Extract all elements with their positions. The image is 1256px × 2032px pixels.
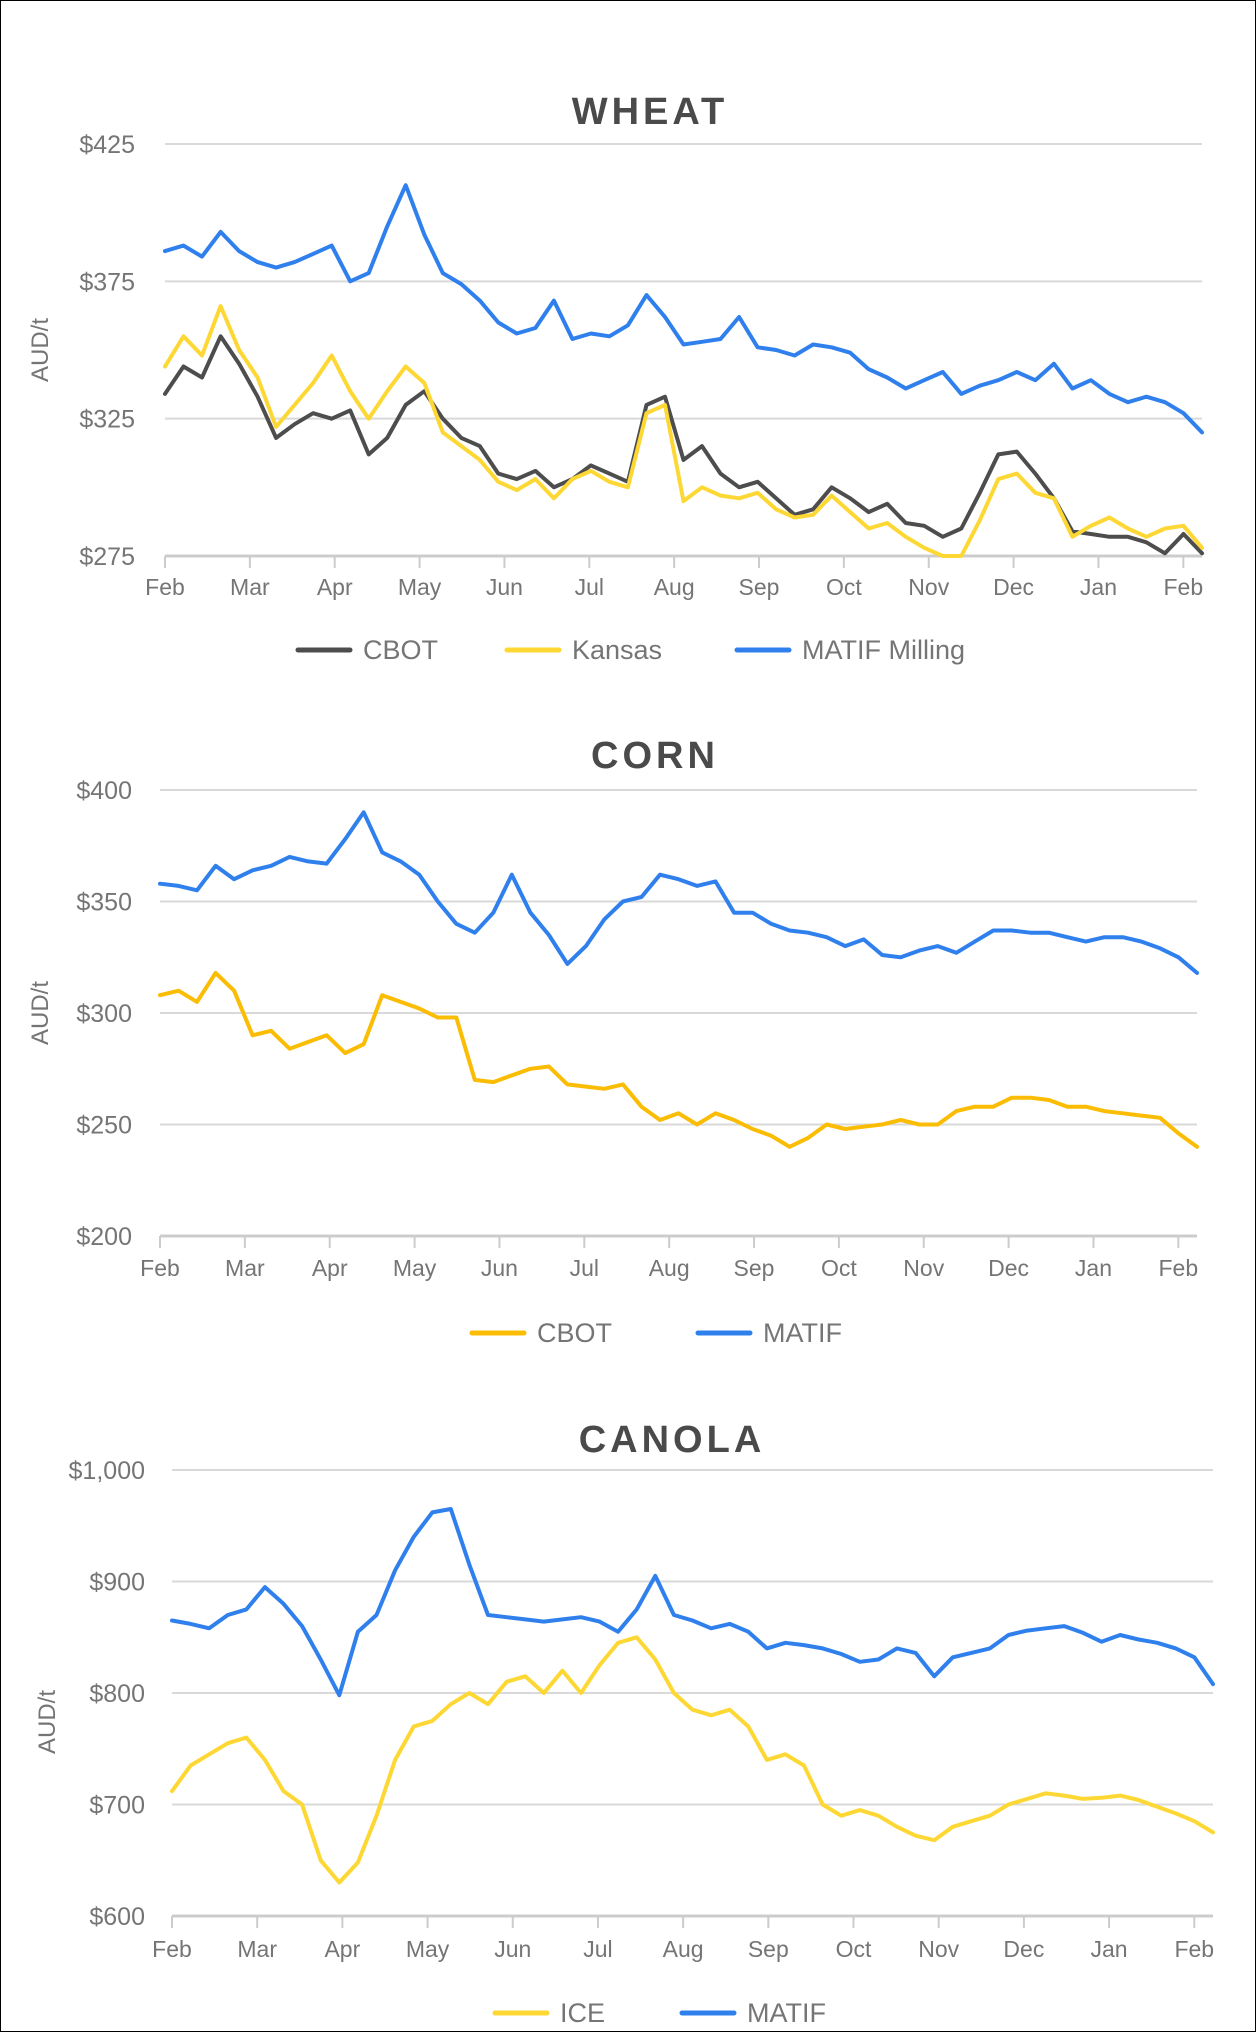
- y-tick-label: $275: [79, 543, 135, 571]
- y-tick-label: $250: [76, 1112, 132, 1140]
- legend-label-matif-milling: MATIF Milling: [802, 635, 965, 665]
- x-tick-label: Mar: [237, 1936, 277, 1962]
- series-line-cbot: [158, 970, 1199, 1149]
- x-axis-ticks: Feb Mar Apr May Jun Jul Aug Sep Oct Nov Dec Jan Feb: [140, 1236, 1198, 1281]
- x-tick-label: Sep: [739, 574, 780, 600]
- legend-label-matif: MATIF: [747, 1998, 826, 2028]
- series-line-matif-milling: [163, 183, 1204, 435]
- x-tick-label: Nov: [918, 1936, 959, 1962]
- x-tick-label: Sep: [748, 1936, 789, 1962]
- corn-chart: CORN AUD/t $200 $250 $300 $350 $400 Feb Mar Ap…: [27, 735, 1199, 1348]
- y-tick-label: $1,000: [69, 1457, 145, 1485]
- legend-label-cbot: CBOT: [363, 635, 438, 665]
- x-tick-label: Jan: [1091, 1936, 1128, 1962]
- legend: CBOT MATIF: [469, 1318, 842, 1348]
- x-tick-label: Jun: [494, 1936, 531, 1962]
- legend-label-ice: ICE: [560, 1998, 605, 2028]
- x-tick-label: Nov: [903, 1255, 944, 1281]
- x-tick-label: Dec: [993, 574, 1034, 600]
- chart-title: CANOLA: [579, 1419, 766, 1461]
- legend: ICE MATIF: [492, 1998, 826, 2028]
- y-tick-label: $800: [89, 1680, 145, 1708]
- x-tick-label: Nov: [908, 574, 949, 600]
- series-line-cbot: [163, 334, 1204, 556]
- x-tick-label: Feb: [152, 1936, 192, 1962]
- x-tick-label: Aug: [663, 1936, 704, 1962]
- x-tick-label: Feb: [140, 1255, 180, 1281]
- y-axis-label: AUD/t: [34, 1690, 61, 1754]
- x-tick-label: May: [393, 1255, 437, 1281]
- series-lines: [163, 183, 1204, 558]
- x-tick-label: Jun: [486, 574, 523, 600]
- y-axis-ticks: $200 $250 $300 $350 $400: [76, 777, 132, 1251]
- series-lines: [158, 810, 1199, 1149]
- legend: CBOT Kansas MATIF Milling: [295, 635, 965, 665]
- x-tick-label: Feb: [1164, 574, 1204, 600]
- gridlines: [160, 789, 1197, 1238]
- x-tick-label: Dec: [1003, 1936, 1044, 1962]
- y-axis-label: AUD/t: [27, 981, 54, 1045]
- y-tick-label: $425: [79, 131, 135, 159]
- y-tick-label: $350: [76, 889, 132, 917]
- series-line-kansas: [163, 304, 1204, 558]
- x-tick-label: Feb: [1159, 1255, 1199, 1281]
- y-tick-label: $375: [79, 268, 135, 296]
- series-line-matif: [158, 810, 1199, 975]
- y-tick-label: $700: [89, 1792, 145, 1820]
- y-tick-label: $600: [89, 1903, 145, 1931]
- x-tick-label: Oct: [836, 1936, 872, 1962]
- x-tick-label: May: [406, 1936, 450, 1962]
- x-tick-label: Mar: [225, 1255, 265, 1281]
- chart-title: CORN: [591, 735, 719, 777]
- series-lines: [170, 1507, 1215, 1885]
- x-tick-label: Dec: [988, 1255, 1029, 1281]
- x-tick-label: Jul: [570, 1255, 599, 1281]
- x-tick-label: Sep: [734, 1255, 775, 1281]
- x-tick-label: Mar: [230, 574, 270, 600]
- legend-label-cbot: CBOT: [537, 1318, 612, 1348]
- legend-item-kansas[interactable]: Kansas: [504, 635, 662, 665]
- x-tick-label: Jan: [1080, 574, 1117, 600]
- y-tick-label: $400: [76, 777, 132, 805]
- y-tick-label: $200: [76, 1223, 132, 1251]
- x-tick-label: Apr: [317, 574, 353, 600]
- x-tick-label: Aug: [649, 1255, 690, 1281]
- y-tick-label: $325: [79, 406, 135, 434]
- y-axis-ticks: $275 $325 $375 $425: [79, 131, 135, 571]
- legend-label-matif: MATIF: [763, 1318, 842, 1348]
- legend-item-matif-milling[interactable]: MATIF Milling: [734, 635, 965, 665]
- series-line-ice: [170, 1635, 1215, 1885]
- y-axis-label: AUD/t: [27, 318, 54, 382]
- y-tick-label: $300: [76, 1000, 132, 1028]
- legend-item-cbot[interactable]: CBOT: [295, 635, 438, 665]
- x-tick-label: Jun: [481, 1255, 518, 1281]
- x-axis-ticks: Feb Mar Apr May Jun Jul Aug Sep Oct Nov Dec Jan Feb: [152, 1916, 1214, 1962]
- x-tick-label: Jul: [583, 1936, 612, 1962]
- wheat-chart: WHEAT AUD/t $275 $325 $375 $425 Feb Mar Apr Ma…: [27, 91, 1204, 665]
- x-tick-label: Jul: [575, 574, 604, 600]
- x-tick-label: Jan: [1075, 1255, 1112, 1281]
- x-axis-ticks: Feb Mar Apr May Jun Jul Aug Sep Oct Nov Dec Jan Feb: [145, 556, 1203, 600]
- chart-title: WHEAT: [572, 91, 729, 133]
- legend-label-kansas: Kansas: [572, 635, 662, 665]
- x-tick-label: Apr: [324, 1936, 360, 1962]
- gridlines: [165, 143, 1202, 558]
- x-tick-label: Aug: [654, 574, 695, 600]
- x-tick-label: Apr: [312, 1255, 348, 1281]
- gridlines: [172, 1469, 1213, 1918]
- x-tick-label: Feb: [1174, 1936, 1214, 1962]
- x-tick-label: Oct: [826, 574, 862, 600]
- y-axis-ticks: $600 $700 $800 $900 $1,000: [69, 1457, 145, 1931]
- y-tick-label: $900: [89, 1569, 145, 1597]
- x-tick-label: Feb: [145, 574, 185, 600]
- x-tick-label: May: [398, 574, 442, 600]
- legend-item-cbot[interactable]: CBOT: [469, 1318, 612, 1348]
- legend-item-ice[interactable]: ICE: [492, 1998, 605, 2028]
- series-line-matif: [170, 1507, 1215, 1698]
- legend-item-matif[interactable]: MATIF: [695, 1318, 842, 1348]
- legend-item-matif[interactable]: MATIF: [679, 1998, 826, 2028]
- canola-chart: CANOLA AUD/t $600 $700 $800 $900 $1,000 Feb M…: [34, 1419, 1215, 2028]
- x-tick-label: Oct: [821, 1255, 857, 1281]
